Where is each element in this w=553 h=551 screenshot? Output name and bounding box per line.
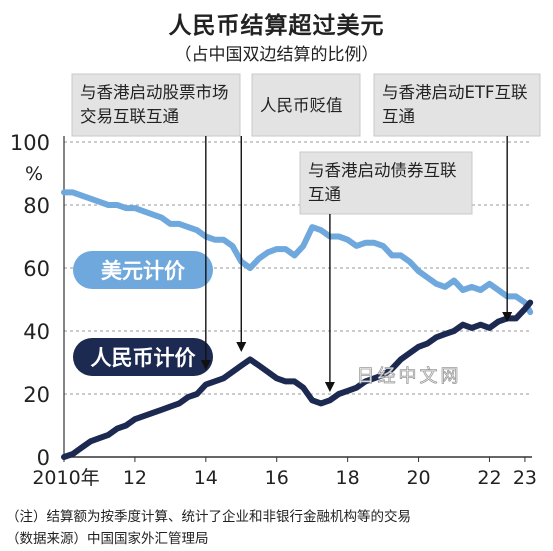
annotation-box — [71, 73, 241, 137]
x-tick-label: 2010年 — [32, 467, 99, 489]
data-source: （数据来源）中国国家外汇管理局 — [6, 531, 209, 547]
y-tick-label: 80 — [23, 194, 50, 218]
chart-title: 人民币结算超过美元 — [168, 13, 385, 39]
rmb-series-line — [61, 299, 534, 460]
chart-subtitle: （占中国双边结算的比例） — [174, 45, 379, 65]
x-tick-label: 14 — [194, 467, 218, 489]
annotation-arrowhead — [200, 360, 211, 370]
watermark: 日经中文网 — [357, 366, 462, 387]
y-tick-label: 40 — [23, 320, 50, 344]
y-tick-label: 0 — [37, 446, 50, 470]
x-tick-label: 18 — [336, 467, 360, 489]
annotation-text: 互通 — [308, 185, 341, 204]
annotation-text: 与香港启动ETF互联 — [382, 83, 528, 102]
x-tick-label: 12 — [123, 467, 147, 489]
footnote: （注）结算额为按季度计算、统计了企业和非银行金融机构等的交易 — [6, 509, 411, 525]
x-tick-label: 20 — [406, 467, 430, 489]
annotation-text: 人民币贬值 — [260, 96, 343, 115]
line-chart: 0 20 40 60 80 100% 2010年 12 14 16 18 20 22 23 美元计价人民币计… — [10, 73, 541, 489]
y-tick-label: 100 — [10, 131, 50, 155]
annotation-arrowhead — [236, 342, 247, 352]
annotation-box — [373, 73, 541, 137]
annotation-text: 交易互联互通 — [80, 107, 179, 126]
rmb-legend-pill — [73, 338, 213, 376]
usd-series-line — [61, 189, 534, 316]
annotation-text: 与香港启动股票市场 — [80, 83, 229, 102]
y-unit-label: % — [25, 163, 43, 185]
x-tick-label: 22 — [477, 467, 501, 489]
usd-legend-pill — [73, 251, 213, 289]
x-tick-label: 16 — [265, 467, 289, 489]
annotation-box — [299, 151, 473, 215]
usd-legend-label: 美元计价 — [101, 259, 186, 283]
y-tick-label: 60 — [23, 257, 50, 281]
x-tick-label: 23 — [513, 467, 537, 489]
annotation-text: 与香港启动债券互联 — [308, 161, 457, 180]
annotation-arrowhead — [324, 382, 335, 392]
annotation-arrowhead — [502, 312, 513, 322]
annotation-text: 互通 — [382, 107, 415, 126]
annotation-box — [251, 73, 361, 137]
y-tick-label: 20 — [23, 383, 50, 407]
rmb-legend-label: 人民币计价 — [91, 346, 197, 370]
